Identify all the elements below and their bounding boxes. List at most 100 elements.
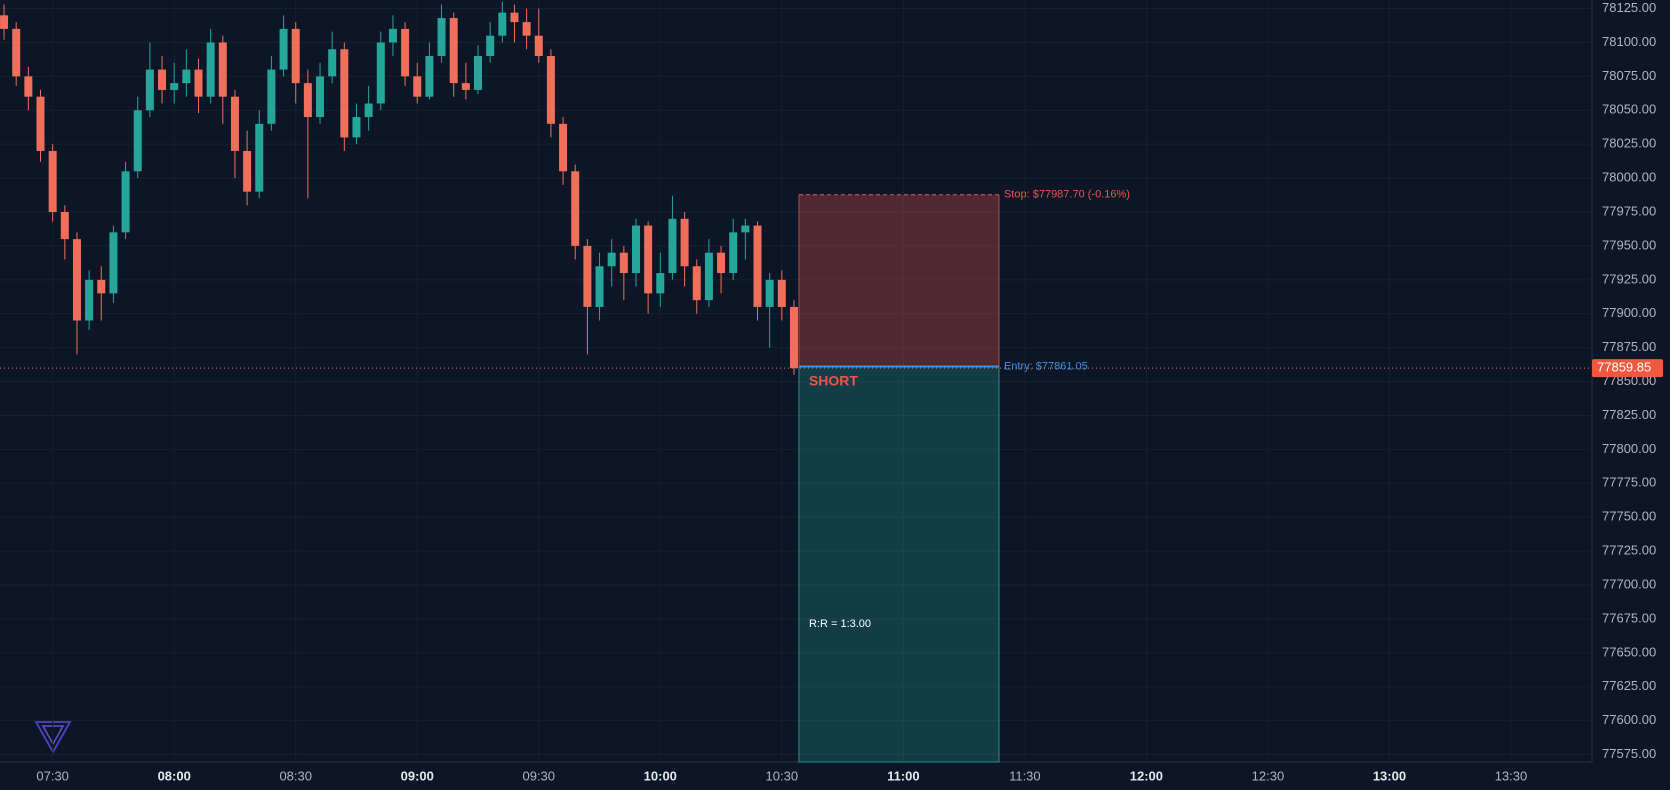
- candle-body: [109, 232, 118, 294]
- x-tick-label: 09:30: [522, 768, 555, 783]
- candle-body: [291, 28, 300, 84]
- candle-body: [534, 35, 543, 57]
- candle-body: [522, 22, 531, 36]
- candle-body: [413, 76, 422, 97]
- y-tick-label: 78050.00: [1602, 102, 1656, 117]
- candle-body: [644, 225, 653, 294]
- candle-body: [316, 76, 325, 118]
- y-tick-label: 77750.00: [1602, 509, 1656, 524]
- candle-body: [474, 56, 483, 90]
- candle-body: [559, 123, 568, 172]
- y-tick-label: 77875.00: [1602, 339, 1656, 354]
- candle-body: [668, 218, 677, 274]
- candle-body: [255, 123, 264, 192]
- x-tick-label: 07:30: [36, 768, 69, 783]
- candle-body: [48, 150, 57, 212]
- candle-body: [680, 218, 689, 267]
- x-tick-label: 09:00: [401, 768, 434, 783]
- y-tick-label: 77975.00: [1602, 203, 1656, 218]
- y-tick-label: 77825.00: [1602, 407, 1656, 422]
- candle-body: [182, 69, 191, 84]
- candle-body: [267, 69, 276, 124]
- x-tick-label: 11:30: [1009, 768, 1041, 783]
- y-tick-label: 77575.00: [1602, 746, 1656, 761]
- y-tick-label: 78075.00: [1602, 68, 1656, 83]
- candle-body: [0, 15, 9, 29]
- candle-body: [72, 239, 81, 321]
- candle-body: [158, 69, 167, 90]
- target-zone: [798, 366, 1000, 763]
- candle-body: [24, 76, 33, 97]
- candle-body: [388, 28, 397, 43]
- x-tick-label: 12:30: [1252, 768, 1285, 783]
- candle-body: [194, 69, 203, 97]
- candle-body: [133, 110, 142, 172]
- candle-body: [546, 56, 555, 124]
- candle-body: [340, 49, 349, 138]
- candle-body: [607, 252, 616, 267]
- grid: [0, 0, 1592, 762]
- x-tick-label: 08:00: [158, 768, 191, 783]
- candle-body: [425, 56, 434, 97]
- candle-body: [170, 83, 179, 90]
- y-tick-label: 77625.00: [1602, 678, 1656, 693]
- x-tick-label: 10:30: [766, 768, 799, 783]
- candle-body: [583, 245, 592, 307]
- candle-body: [692, 266, 701, 301]
- candle-body: [765, 279, 774, 307]
- candle-body: [12, 28, 21, 77]
- candle-body: [303, 83, 312, 118]
- y-tick-label: 77775.00: [1602, 475, 1656, 490]
- candle-body: [206, 42, 215, 97]
- candle-body: [595, 266, 604, 307]
- y-tick-label: 78100.00: [1602, 34, 1656, 49]
- candle-body: [753, 225, 762, 307]
- candle-body: [461, 83, 470, 90]
- candle-body: [777, 279, 786, 307]
- candle-body: [145, 69, 154, 111]
- x-tick-label: 13:00: [1373, 768, 1406, 783]
- candle-body: [243, 150, 252, 192]
- candle-body: [571, 171, 580, 246]
- candle-body: [498, 12, 507, 36]
- y-tick-label: 78025.00: [1602, 136, 1656, 151]
- candle-body: [230, 96, 239, 151]
- y-tick-label: 78125.00: [1602, 0, 1656, 15]
- candle-body: [60, 211, 69, 240]
- ratio-label: R:R = 1:3.00: [809, 618, 871, 630]
- candle-body: [328, 49, 337, 77]
- candle-body: [376, 42, 385, 104]
- y-tick-label: 77675.00: [1602, 610, 1656, 625]
- candle-body: [364, 103, 373, 118]
- candle-body: [218, 42, 227, 97]
- price-tag-label: 77859.85: [1597, 360, 1651, 375]
- x-tick-label: 13:30: [1495, 768, 1528, 783]
- candle-body: [789, 306, 798, 369]
- candle-body: [437, 18, 446, 57]
- candle-body: [36, 96, 45, 151]
- candle-body: [401, 28, 410, 77]
- y-tick-label: 78000.00: [1602, 170, 1656, 185]
- candle-body: [619, 252, 628, 274]
- y-tick-label: 77725.00: [1602, 543, 1656, 558]
- y-tick-label: 77700.00: [1602, 576, 1656, 591]
- y-tick-label: 77925.00: [1602, 271, 1656, 286]
- candle-body: [704, 252, 713, 301]
- candle-body: [97, 279, 106, 294]
- y-tick-label: 77900.00: [1602, 305, 1656, 320]
- x-tick-label: 10:00: [644, 768, 677, 783]
- candle-body: [85, 279, 94, 321]
- candle-body: [352, 117, 361, 138]
- candle-body: [729, 232, 738, 274]
- y-tick-label: 77800.00: [1602, 441, 1656, 456]
- stop-label: Stop: $77987.70 (-0.16%): [1004, 189, 1130, 201]
- x-tick-label: 11:00: [887, 768, 920, 783]
- candle-body: [631, 225, 640, 274]
- candle-body: [656, 273, 665, 294]
- candle-body: [449, 18, 458, 84]
- x-tick-label: 08:30: [279, 768, 312, 783]
- y-tick-label: 77600.00: [1602, 712, 1656, 727]
